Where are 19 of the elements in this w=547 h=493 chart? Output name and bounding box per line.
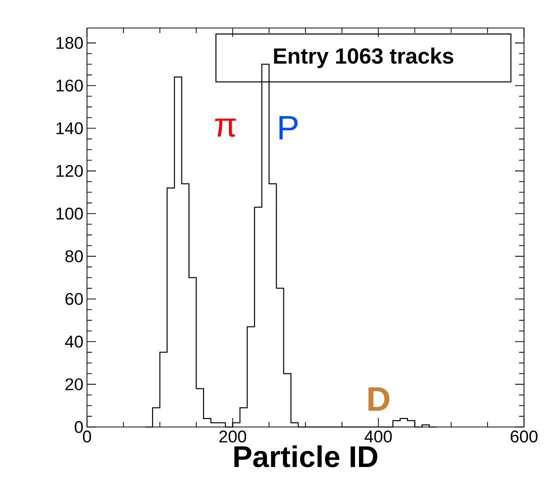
annotation: π (215, 118, 236, 137)
annotation: Entry 1063 tracks (274, 48, 454, 68)
y-tick-label: 20 (66, 378, 83, 390)
y-tick-label: 180 (56, 36, 83, 49)
x-axis-title: Particle ID (234, 445, 378, 468)
y-tick-label: 100 (56, 208, 83, 220)
y-tick-label: 120 (56, 164, 83, 177)
annotation: D (368, 387, 390, 411)
x-tick-label: 200 (219, 430, 246, 443)
y-tick-label: 40 (65, 336, 83, 348)
y-tick-label: 140 (56, 122, 83, 134)
y-tick-label: 160 (56, 80, 83, 92)
x-tick-label: 400 (364, 430, 392, 443)
x-tick-label: 0 (82, 430, 92, 443)
y-tick-label: 0 (74, 420, 83, 433)
y-tick-label: 60 (66, 292, 83, 305)
y-tick-label: 80 (65, 250, 83, 262)
x-tick-label: 600 (510, 430, 538, 443)
annotation: P (280, 116, 298, 140)
